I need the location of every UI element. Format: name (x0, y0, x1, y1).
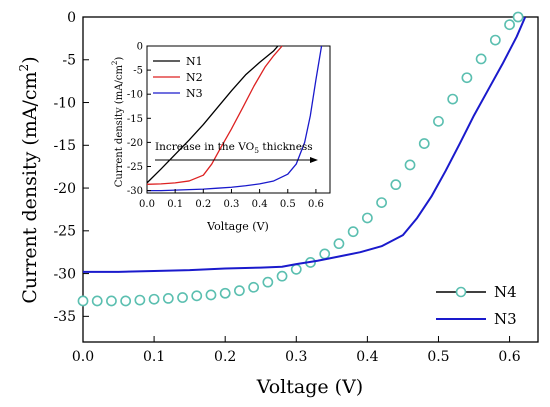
inset-y-axis-label: Current density (mA/cm2) (111, 57, 125, 188)
inset-x-tick-label: 0.3 (224, 199, 240, 210)
inset-legend-label-n1: N1 (186, 55, 203, 68)
main-point-n4 (219, 287, 231, 299)
inset-x-tick-label: 0.4 (252, 199, 268, 210)
inset-series-n3-line (147, 45, 323, 192)
main-y-tick-label: -15 (53, 138, 76, 154)
main-plot-frame (82, 16, 539, 343)
main-point-n4 (248, 281, 260, 293)
main-point-n4 (433, 115, 444, 127)
main-y-tick-label: -35 (53, 309, 76, 325)
main-y-axis-label: Current density (mA/cm2) (17, 56, 41, 303)
inset-legend-label-n2: N2 (186, 71, 203, 84)
inset-x-tick-label: 0.6 (308, 199, 324, 210)
main-x-tick-label: 0.4 (356, 349, 378, 365)
inset-series-n1-line (146, 45, 279, 184)
inset-x-tick-label: 0.5 (280, 199, 296, 210)
main-point-n4 (290, 263, 302, 275)
main-point-n4 (91, 295, 103, 307)
main-y-tick-label: -20 (53, 181, 76, 197)
inset-annotation: Increase in the VO5 thickness (155, 141, 313, 155)
inset-y-tick-label: 0 (137, 42, 143, 53)
main-point-n4 (177, 292, 188, 303)
inset-y-tick-label: -5 (133, 66, 143, 77)
main-point-n4 (347, 226, 359, 238)
main-point-n4 (205, 289, 217, 301)
main-x-tick-label: 0.5 (427, 349, 449, 365)
main-x-tick-label: 0.3 (285, 349, 307, 365)
inset-y-tick-label: -25 (127, 162, 143, 173)
main-point-n4 (504, 19, 515, 31)
main-point-n4 (234, 285, 245, 297)
main-point-n4 (333, 238, 345, 250)
inset-y-tick-label: -20 (127, 138, 143, 149)
legend-label-n3: N3 (494, 310, 517, 328)
inset-x-tick-label: 0.2 (195, 199, 211, 210)
main-y-tick-label: -10 (53, 95, 76, 111)
main-point-n4 (489, 34, 501, 46)
inset-x-axis-label: Voltage (V) (206, 220, 269, 233)
main-point-n4 (106, 295, 117, 307)
main-point-n4 (418, 138, 430, 149)
main-point-n4 (512, 11, 524, 23)
inset-annotation-arrowhead (310, 157, 318, 163)
main-point-n4 (77, 295, 89, 307)
inset-x-tick-label: 0.1 (167, 199, 183, 210)
legend-label-n4: N4 (494, 283, 517, 301)
inset-legend-label-n3: N3 (186, 87, 203, 100)
main-point-n4 (148, 293, 160, 305)
main-point-n4 (319, 248, 331, 260)
inset-plot-frame (146, 45, 331, 194)
main-y-tick-label: 0 (67, 10, 76, 26)
main-point-n4 (134, 294, 146, 306)
main-x-tick-label: 0.2 (214, 349, 236, 365)
main-point-n4 (120, 295, 132, 307)
main-point-n4 (361, 212, 373, 224)
main-point-n4 (390, 179, 402, 191)
legend-marker-n4 (455, 286, 467, 298)
main-point-n4 (376, 197, 387, 208)
main-y-tick-label: -25 (53, 224, 76, 240)
main-x-tick-label: 0.6 (498, 349, 520, 365)
main-point-n4 (404, 159, 416, 171)
main-series-n3-line (83, 16, 527, 273)
inset-series-n2-line (146, 45, 283, 185)
main-point-n4 (162, 292, 174, 304)
main-point-n4 (475, 53, 487, 65)
main-x-axis-label: Voltage (V) (256, 376, 363, 398)
main-point-n4 (276, 270, 288, 282)
main-y-tick-label: -5 (62, 53, 76, 69)
inset-y-tick-label: -10 (127, 90, 143, 101)
main-x-tick-label: 0.0 (72, 349, 94, 365)
main-legend: N4 N3 (436, 283, 517, 328)
main-point-n4 (447, 93, 459, 105)
main-y-tick-label: -30 (53, 266, 76, 282)
main-x-tick-label: 0.1 (143, 349, 165, 365)
inset-y-tick-label: -30 (127, 186, 143, 197)
main-point-n4 (461, 72, 473, 84)
main-point-n4 (262, 276, 274, 288)
main-point-n4 (191, 290, 203, 302)
inset-y-tick-label: -15 (127, 114, 143, 125)
inset-x-tick-label: 0.0 (139, 199, 155, 210)
inset-legend: N1 N2 N3 (153, 55, 203, 100)
